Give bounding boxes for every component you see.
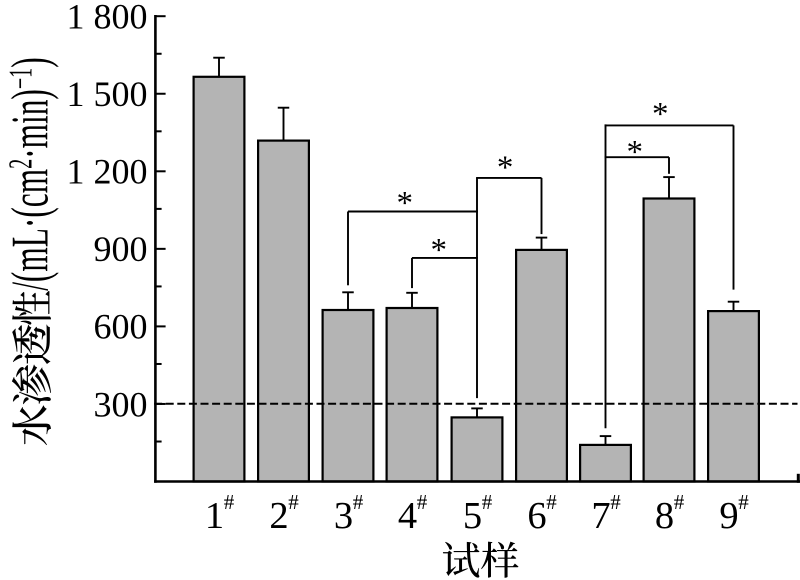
svg-text:#: # (417, 490, 428, 514)
svg-text:#: # (610, 490, 621, 514)
svg-text:#: # (288, 490, 299, 514)
svg-text:2: 2 (269, 495, 288, 537)
svg-text:300: 300 (94, 384, 148, 424)
svg-text:#: # (482, 490, 493, 514)
svg-text:900: 900 (94, 229, 148, 269)
svg-text:*: * (397, 186, 414, 222)
svg-text:600: 600 (94, 307, 148, 347)
svg-text:1: 1 (205, 495, 224, 537)
svg-text:5: 5 (463, 495, 482, 537)
svg-text:1 500: 1 500 (67, 74, 148, 114)
svg-text:7: 7 (591, 495, 610, 537)
svg-text:*: * (652, 96, 669, 132)
svg-text:6: 6 (527, 495, 546, 537)
svg-text:3: 3 (334, 495, 353, 537)
svg-text:4: 4 (398, 495, 417, 537)
svg-text:*: * (626, 135, 643, 171)
svg-text:#: # (674, 490, 685, 514)
svg-text:#: # (546, 490, 557, 514)
svg-text:*: * (431, 232, 448, 268)
svg-text:#: # (353, 490, 364, 514)
svg-text:9: 9 (719, 495, 738, 537)
svg-text:*: * (497, 150, 514, 186)
svg-text:1 800: 1 800 (67, 0, 148, 37)
svg-text:8: 8 (655, 495, 674, 537)
svg-text:/(mL·(cm2·min)−1): /(mL·(cm2·min)−1) (2, 57, 60, 291)
svg-text:#: # (738, 490, 749, 514)
svg-text:1 200: 1 200 (67, 152, 148, 192)
svg-text:#: # (224, 490, 235, 514)
